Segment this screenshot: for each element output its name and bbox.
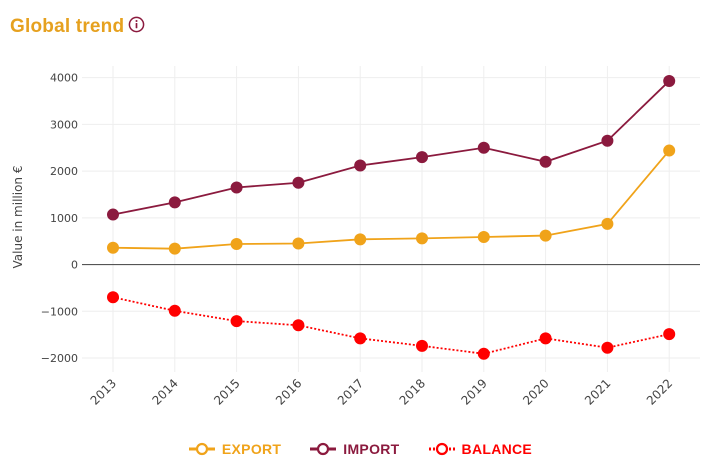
data-point-balance [168,304,181,317]
x-tick-label: 2022 [644,376,675,407]
data-point-import [107,208,119,221]
x-tick-label: 2020 [520,376,551,407]
y-tick-label: −1000 [41,305,78,318]
x-tick-label: 2013 [88,376,119,407]
legend-label: IMPORT [343,441,400,457]
data-point-import [354,159,367,172]
data-point-balance [663,328,676,341]
y-tick-label: 3000 [50,118,78,131]
data-point-balance [230,315,243,328]
y-axis-label: Value in million € [11,166,25,269]
data-point-import [539,155,552,168]
data-point-export [107,241,119,254]
series-line-balance [112,296,670,355]
chart-title: Global trend [10,16,125,37]
data-point-balance [354,332,367,345]
x-tick-label: 2019 [458,376,489,407]
chart-header: Global trend [10,16,145,38]
data-point-export [477,230,490,243]
legend-label: BALANCE [461,441,533,457]
data-point-export [663,144,676,157]
legend-marker-icon [428,442,455,456]
y-tick-label: 1000 [50,212,78,225]
data-point-export [539,229,552,242]
data-point-balance [539,332,552,345]
data-point-export [292,237,305,250]
series-line-export [112,149,670,250]
data-point-import [663,74,676,87]
data-point-import [416,151,428,164]
data-point-balance [292,319,305,332]
data-point-export [354,233,367,246]
info-circle-icon[interactable] [128,16,145,33]
data-point-export [168,242,181,255]
data-point-import [477,141,490,154]
data-point-import [230,181,243,194]
data-point-export [416,232,428,245]
x-tick-label: 2014 [149,376,180,407]
legend-marker-icon [310,442,337,456]
data-point-balance [477,347,490,360]
x-tick-label: 2021 [582,376,613,407]
x-tick-label: 2016 [273,376,304,407]
data-point-export [230,237,243,250]
x-tick-label: 2018 [397,376,428,407]
chart-legend: EXPORT IMPORT BALANCE [0,441,720,457]
legend-label: EXPORT [221,441,282,457]
data-point-balance [601,341,614,354]
legend-item-import[interactable]: IMPORT [309,441,399,457]
legend-item-export[interactable]: EXPORT [188,441,281,457]
data-point-balance [416,339,428,352]
data-point-import [601,134,614,147]
data-point-import [168,196,181,209]
y-tick-label: 2000 [50,165,78,178]
y-tick-label: 0 [71,259,78,272]
data-point-export [601,217,614,230]
data-point-import [292,176,305,189]
y-tick-label: −2000 [41,352,78,365]
data-point-balance [107,291,119,304]
x-tick-label: 2017 [335,376,366,407]
legend-marker-icon [188,442,215,456]
legend-item-balance[interactable]: BALANCE [428,441,533,457]
x-tick-label: 2015 [211,376,242,407]
y-tick-label: 4000 [50,72,78,85]
series-line-import [112,80,670,216]
